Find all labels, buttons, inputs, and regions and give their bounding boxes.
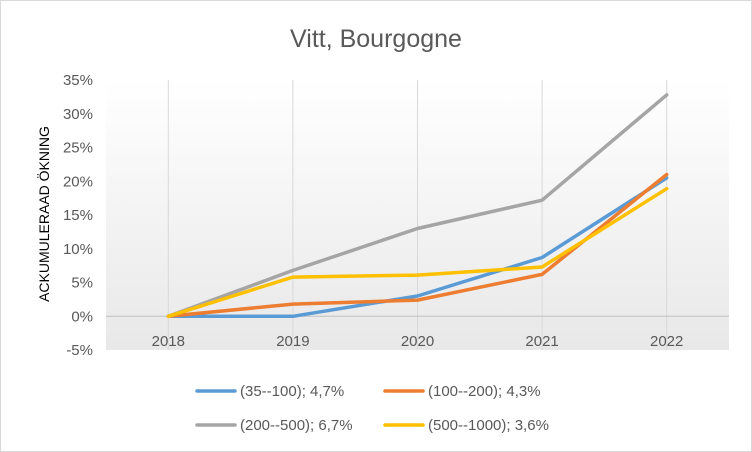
y-tick-label: -5% [66, 342, 93, 359]
series-line-4 [166, 186, 669, 319]
x-tick-label: 2018 [152, 333, 185, 350]
y-tick-label: 15% [63, 207, 93, 224]
y-tick-label: 30% [63, 106, 93, 123]
legend-label-1: (35--100); 4,7% [240, 383, 344, 400]
x-tick-label: 2021 [525, 333, 558, 350]
y-tick-label: 25% [63, 140, 93, 157]
chart-title: Vitt, Bourgogne [290, 25, 462, 53]
plot-area: 35% 30% 25% 20% 15% 10% 5% 0% -5% 2018 2019 2020 202… [63, 72, 729, 359]
x-tick-label: 2020 [401, 333, 434, 350]
y-tick-label: 35% [63, 72, 93, 89]
legend-label-4: (500--1000); 3,6% [428, 417, 549, 434]
y-tick-label: 5% [71, 275, 93, 292]
legend: (35--100); 4,7% (100--200); 4,3% (200--500… [195, 383, 549, 434]
legend-label-3: (200--500); 6,7% [240, 417, 353, 434]
y-axis-label: ACKUMULERAAD ÖKNING [35, 126, 52, 302]
series-line-1 [166, 176, 669, 319]
y-tick-label: 20% [63, 173, 93, 190]
x-tick-label: 2022 [650, 333, 683, 350]
x-tick-label: 2019 [276, 333, 309, 350]
y-tick-label: 10% [63, 241, 93, 258]
series-line-3 [166, 93, 669, 319]
legend-label-2: (100--200); 4,3% [428, 383, 541, 400]
y-tick-label: 0% [71, 308, 93, 325]
